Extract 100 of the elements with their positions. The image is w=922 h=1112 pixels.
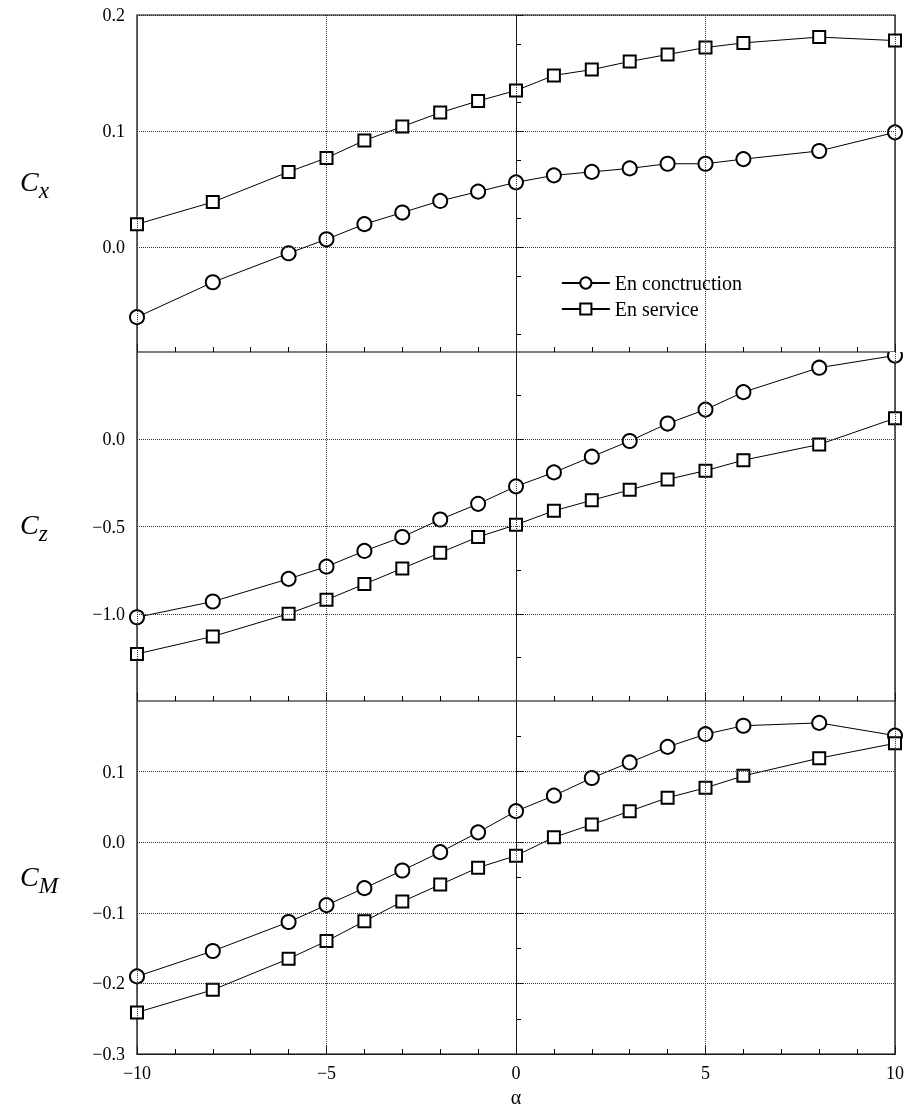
y-tick-label: −0.2: [92, 973, 125, 994]
point: [318, 231, 335, 248]
x-tick-label: −5: [316, 1063, 337, 1084]
point: [395, 894, 410, 909]
x-tick-label: 5: [701, 1063, 710, 1084]
point: [697, 155, 714, 172]
y-axis-title: C$_{z}$: [20, 507, 48, 548]
point: [811, 714, 828, 731]
point: [622, 804, 637, 819]
legend-label: En service: [614, 298, 699, 320]
point: [318, 897, 335, 914]
point: [621, 433, 638, 449]
point: [394, 528, 411, 545]
point: [811, 359, 828, 376]
point: [130, 1005, 144, 1020]
point: [356, 880, 373, 897]
point: [509, 848, 523, 863]
x-axis-title: α: [510, 1086, 522, 1108]
point: [583, 448, 600, 465]
point: [433, 877, 448, 892]
point: [280, 914, 297, 931]
point: [318, 558, 335, 575]
point: [432, 844, 449, 861]
legend-label: En conctruction: [614, 272, 743, 294]
point: [395, 561, 410, 576]
point: [698, 463, 713, 478]
point: [319, 592, 334, 607]
y-tick-label: 0.0: [102, 237, 125, 258]
point: [888, 736, 902, 751]
point: [812, 30, 827, 45]
y-tick-label: 0.0: [102, 832, 125, 853]
point: [281, 951, 296, 966]
y-tick-label: 0.1: [102, 761, 125, 782]
point: [508, 478, 524, 495]
point: [736, 453, 751, 468]
point: [357, 914, 372, 929]
point: [736, 35, 751, 50]
point: [130, 646, 144, 661]
y-tick-label: −0.1: [92, 902, 125, 923]
point: [319, 150, 334, 165]
point: [584, 62, 599, 77]
point: [129, 609, 145, 626]
point: [280, 245, 297, 262]
point: [659, 155, 676, 172]
point: [508, 803, 524, 820]
point: [888, 33, 902, 48]
point: [887, 124, 903, 141]
point: [584, 817, 599, 832]
point: [509, 83, 523, 98]
point: [470, 183, 487, 200]
point: [471, 529, 486, 544]
point: [546, 830, 561, 845]
point: [356, 216, 373, 233]
point: [395, 119, 410, 134]
y-tick-label: 0.2: [102, 5, 125, 25]
point: [508, 174, 524, 191]
point: [509, 517, 523, 532]
point: [583, 769, 600, 786]
point: [812, 751, 827, 766]
point: [357, 133, 372, 148]
point: [433, 105, 448, 120]
point: [546, 503, 561, 518]
point: [621, 160, 638, 177]
point: [432, 192, 449, 209]
point: [205, 982, 220, 997]
point: [471, 860, 486, 875]
x-tick-label: 0: [511, 1063, 521, 1084]
point: [129, 309, 145, 326]
point: [698, 780, 713, 795]
point: [697, 401, 714, 418]
point: [546, 68, 561, 83]
point: [660, 790, 675, 805]
point: [129, 968, 145, 985]
point: [622, 482, 637, 497]
point: [281, 164, 296, 179]
point: [735, 717, 752, 734]
point: [659, 415, 676, 432]
point: [432, 511, 449, 528]
point: [659, 738, 676, 755]
y-tick-label: 0.0: [102, 429, 125, 450]
y-axis-title: C$_{x}$: [20, 164, 50, 205]
point: [698, 40, 713, 55]
point: [622, 54, 637, 69]
y-tick-label: −1.0: [92, 603, 125, 624]
point: [204, 943, 221, 959]
x-tick-label: −10: [122, 1063, 152, 1084]
point: [545, 167, 562, 184]
point: [888, 411, 902, 426]
point: [621, 754, 638, 771]
point: [281, 606, 296, 621]
point: [470, 495, 487, 512]
point: [735, 384, 752, 401]
point: [583, 163, 600, 180]
point: [736, 768, 751, 783]
point: [394, 862, 411, 879]
point: [204, 274, 221, 291]
y-tick-label: −0.3: [92, 1044, 125, 1065]
point: [130, 217, 144, 232]
point: [205, 195, 220, 210]
point: [433, 545, 448, 560]
